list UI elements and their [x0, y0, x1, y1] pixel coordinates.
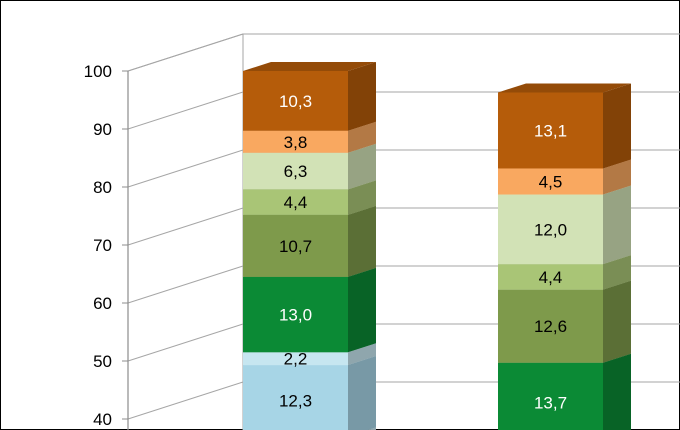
- data-label: 10,3: [279, 92, 312, 111]
- data-label: 12,0: [534, 220, 567, 239]
- data-label: 13,0: [279, 306, 312, 325]
- data-label: 12,3: [279, 392, 312, 411]
- bar-segment-front: [498, 92, 603, 169]
- y-axis: 100 90 80 70 60 50 40: [84, 62, 129, 430]
- bar-segment-front: [498, 362, 603, 430]
- data-label: 3,8: [284, 133, 308, 152]
- bar-segment-front: [243, 352, 348, 366]
- bar-segment-top: [243, 62, 376, 71]
- bar-segment-front: [243, 276, 348, 353]
- bar-stack-2: 13,7 12,6 4,4 12,0 4,5 13,1: [498, 83, 631, 430]
- data-label: 10,7: [279, 237, 312, 256]
- bar-segment-side: [348, 267, 376, 353]
- y-tick-label: 60: [93, 294, 112, 313]
- bar-segment: 13,1: [498, 83, 631, 169]
- bar-segment: 10,3: [243, 62, 376, 131]
- bar-segment-front: [498, 264, 603, 290]
- bar-segment: 12,6: [498, 280, 631, 363]
- bar-stack-1: 12,3 2,2 13,0 10,7 4,4 6,3 3,8 10,3: [243, 62, 376, 430]
- bar-segment-side: [348, 143, 376, 190]
- bar-segment-front: [243, 365, 348, 430]
- data-label: 6,3: [284, 162, 308, 181]
- data-label: 13,1: [534, 121, 567, 140]
- bar-segment-front: [243, 189, 348, 215]
- gridline-side: [127, 33, 244, 72]
- bar-segment-side: [603, 280, 631, 363]
- data-label: 12,6: [534, 317, 567, 336]
- data-label: 2,2: [284, 350, 308, 369]
- bar-segment-side: [603, 185, 631, 265]
- bar-segment-side: [348, 62, 376, 131]
- data-label: 13,7: [534, 393, 567, 412]
- bar-segment-front: [498, 289, 603, 363]
- bar-segment-front: [243, 71, 348, 131]
- data-label: 4,5: [539, 172, 563, 191]
- y-tick-label: 70: [93, 236, 112, 255]
- bar-segment: 12,0: [498, 185, 631, 265]
- bar-segment: 13,7: [498, 353, 631, 430]
- bar-segment-front: [498, 194, 603, 265]
- bar-segment-side: [348, 205, 376, 277]
- y-tick-label: 50: [93, 352, 112, 371]
- bar-segment: 6,3: [243, 143, 376, 190]
- bar-segment: 12,3: [243, 356, 376, 430]
- bar-segment-side: [603, 159, 631, 195]
- y-tick-label: 80: [93, 178, 112, 197]
- bar-segment-side: [348, 343, 376, 366]
- bar-segment-front: [243, 214, 348, 277]
- bar-segment-front: [243, 130, 348, 153]
- gridline-side: [127, 323, 244, 362]
- gridline-side: [127, 149, 244, 188]
- bar-segment-side: [603, 83, 631, 169]
- bar-segment-side: [348, 121, 376, 153]
- y-tick-label: 90: [93, 120, 112, 139]
- y-tick-label: 40: [93, 410, 112, 429]
- bar-segment-side: [603, 255, 631, 290]
- gridline-side: [127, 265, 244, 304]
- data-label: 4,4: [539, 268, 563, 287]
- data-label: 4,4: [284, 193, 308, 212]
- bar-segment-top: [498, 83, 631, 93]
- y-tick-label: 100: [84, 62, 112, 81]
- bar-segment-front: [243, 152, 348, 190]
- bar-segment: 4,4: [498, 255, 631, 290]
- bar-segment-side: [348, 180, 376, 215]
- bar-segment: 13,0: [243, 267, 376, 353]
- bar-segment-front: [498, 168, 603, 195]
- bar-segment-side: [367, 427, 376, 430]
- bar-segment-side: [603, 353, 631, 430]
- gridline-side: [127, 207, 244, 246]
- gridline-side: [127, 381, 244, 420]
- gridline-side: [127, 91, 244, 130]
- bar-stacks: 12,32,213,010,74,46,33,810,313,712,64,41…: [243, 62, 631, 430]
- bar-segment: 10,7: [243, 205, 376, 277]
- bar-segment-side: [348, 356, 376, 430]
